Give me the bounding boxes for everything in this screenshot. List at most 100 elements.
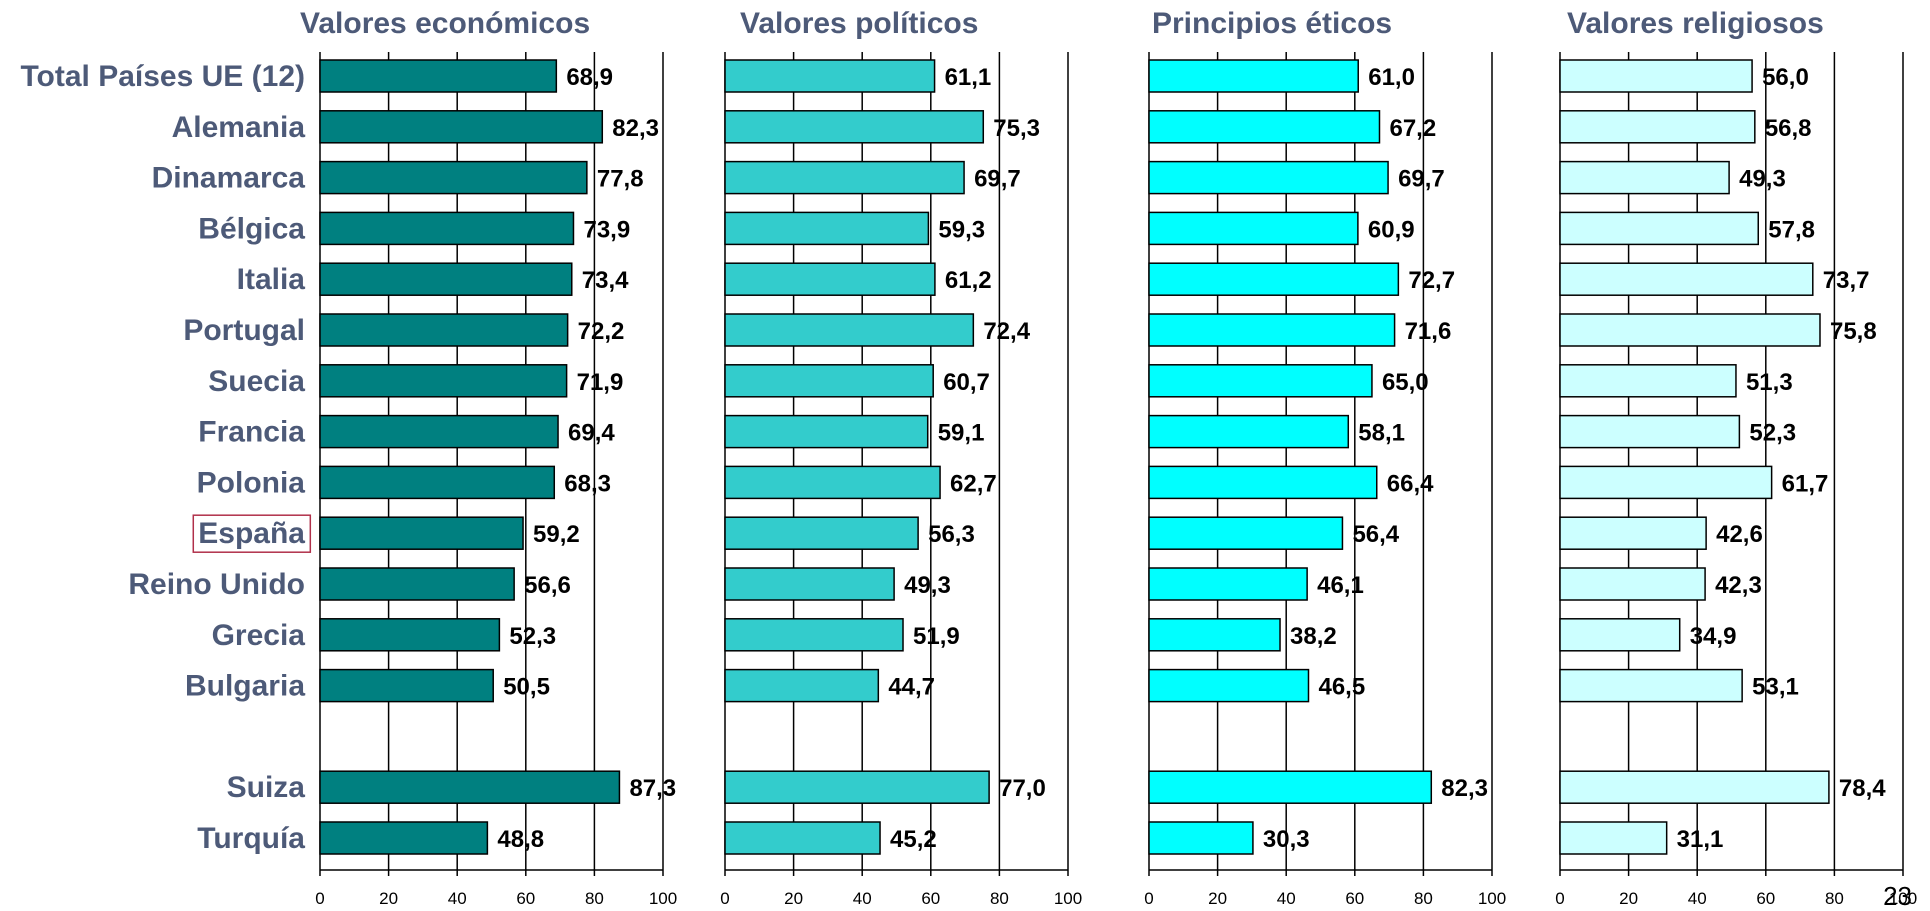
x-tick-label: 60 <box>1345 889 1364 908</box>
category-label: Suecia <box>208 365 305 398</box>
bar <box>1148 59 1359 93</box>
data-label: 69,7 <box>974 166 1021 193</box>
bar <box>319 567 515 601</box>
bar <box>1559 668 1743 703</box>
data-label: 67,2 <box>1389 115 1436 142</box>
data-label: 72,2 <box>578 318 625 345</box>
bar <box>724 516 919 550</box>
data-label: 69,7 <box>1398 166 1445 193</box>
bar <box>1559 618 1681 652</box>
data-label: 51,9 <box>913 623 960 650</box>
bar <box>724 770 990 804</box>
category-label: Bulgaria <box>185 670 305 703</box>
bar <box>1559 262 1814 296</box>
data-label: 71,6 <box>1405 318 1452 345</box>
bar <box>1148 262 1400 296</box>
data-label: 49,3 <box>904 572 951 599</box>
data-label: 87,3 <box>629 775 676 802</box>
data-label: 46,5 <box>1318 674 1365 701</box>
bar <box>724 160 965 195</box>
x-tick-label: 100 <box>649 889 677 908</box>
bar <box>1148 160 1389 195</box>
bar <box>1559 567 1706 601</box>
data-label: 58,1 <box>1358 420 1405 447</box>
bar <box>319 516 524 550</box>
data-label: 68,9 <box>566 64 613 91</box>
x-tick-label: 40 <box>448 889 467 908</box>
bar <box>319 160 588 195</box>
x-tick-label: 60 <box>516 889 535 908</box>
data-label: 61,0 <box>1368 64 1415 91</box>
data-label: 65,0 <box>1382 369 1429 396</box>
x-tick-label: 100 <box>1054 889 1082 908</box>
data-label: 75,8 <box>1830 318 1877 345</box>
data-label: 49,3 <box>1739 166 1786 193</box>
data-label: 75,3 <box>993 115 1040 142</box>
data-label: 56,0 <box>1762 64 1809 91</box>
x-tick-label: 80 <box>585 889 604 908</box>
bar <box>1148 821 1254 855</box>
data-label: 44,7 <box>888 674 935 701</box>
data-label: 61,2 <box>945 267 992 294</box>
bar <box>319 262 573 296</box>
bar <box>1559 160 1730 195</box>
data-label: 73,7 <box>1823 267 1870 294</box>
data-label: 69,4 <box>568 420 615 447</box>
data-label: 60,7 <box>943 369 990 396</box>
data-label: 71,9 <box>577 369 624 396</box>
x-tick-label: 40 <box>1688 889 1707 908</box>
data-label: 56,6 <box>524 572 571 599</box>
category-label: Turquía <box>197 822 305 855</box>
data-label: 56,8 <box>1765 115 1812 142</box>
bar <box>1148 668 1310 703</box>
x-tick-label: 60 <box>921 889 940 908</box>
bar <box>1559 110 1756 144</box>
data-label: 57,8 <box>1768 216 1815 243</box>
data-label: 59,2 <box>533 521 580 548</box>
data-label: 42,6 <box>1716 521 1763 548</box>
bar <box>319 618 501 652</box>
bar <box>1559 821 1668 855</box>
bar <box>1559 313 1821 347</box>
bar <box>724 567 895 601</box>
category-label: España <box>198 517 305 550</box>
x-tick-label: 60 <box>1756 889 1775 908</box>
bar <box>1148 516 1344 550</box>
category-label: Grecia <box>212 619 306 652</box>
x-tick-label: 20 <box>1208 889 1227 908</box>
panel-title: Valores religiosos <box>1567 7 1824 40</box>
bar <box>1148 313 1396 347</box>
category-label: Bélgica <box>198 212 305 245</box>
data-label: 78,4 <box>1839 775 1886 802</box>
bar <box>319 364 568 398</box>
bar <box>319 59 558 93</box>
bar <box>319 770 621 804</box>
bar <box>1148 567 1308 601</box>
bar <box>724 821 881 855</box>
bar <box>1559 414 1741 449</box>
data-label: 66,4 <box>1387 470 1434 497</box>
data-label: 52,3 <box>509 623 556 650</box>
data-label: 31,1 <box>1677 826 1724 853</box>
bar <box>724 262 936 296</box>
data-label: 46,1 <box>1317 572 1364 599</box>
bar <box>724 668 880 703</box>
data-label: 77,0 <box>999 775 1046 802</box>
data-label: 73,4 <box>582 267 629 294</box>
bar <box>319 313 569 347</box>
data-label: 56,4 <box>1352 521 1399 548</box>
bar <box>1148 364 1373 398</box>
data-label: 51,3 <box>1746 369 1793 396</box>
x-tick-label: 40 <box>1277 889 1296 908</box>
bar <box>1148 211 1359 246</box>
data-label: 30,3 <box>1263 826 1310 853</box>
bar <box>724 313 975 347</box>
page-number: 23 <box>1883 881 1912 911</box>
data-label: 72,4 <box>983 318 1030 345</box>
data-label: 42,3 <box>1715 572 1762 599</box>
data-label: 50,5 <box>503 674 550 701</box>
data-label: 82,3 <box>1441 775 1488 802</box>
x-tick-label: 0 <box>720 889 729 908</box>
bar <box>1559 59 1753 93</box>
bar <box>724 211 930 246</box>
